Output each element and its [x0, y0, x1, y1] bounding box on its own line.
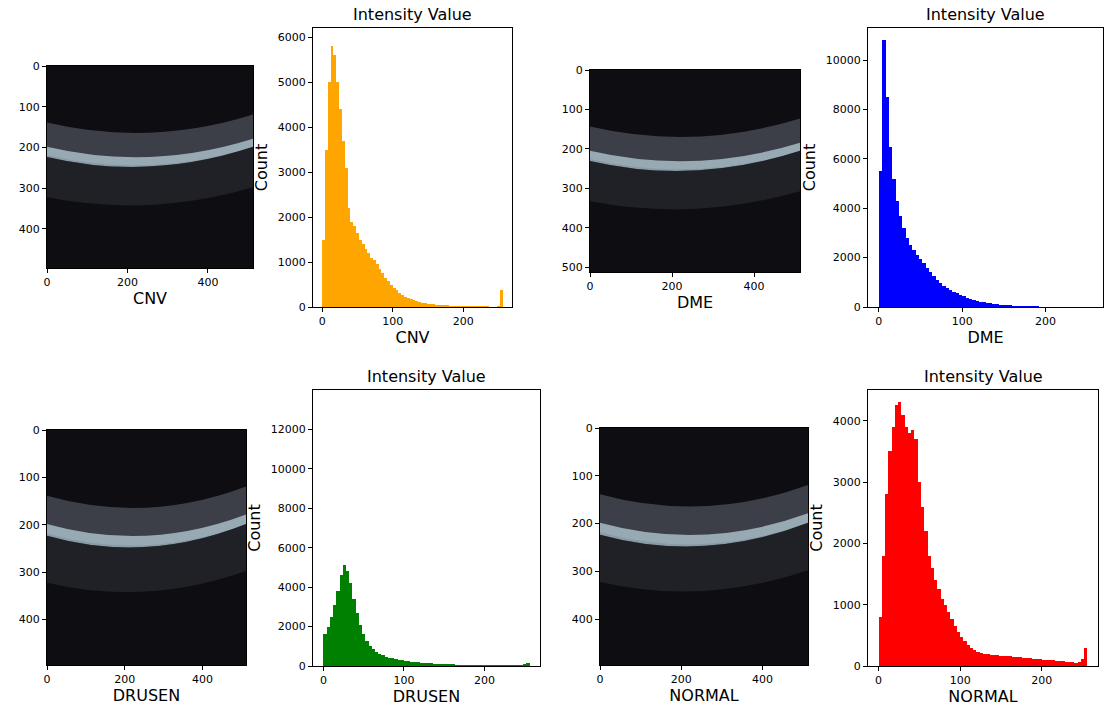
svg-text:200: 200	[1035, 315, 1056, 328]
svg-text:4000: 4000	[833, 415, 861, 428]
svg-text:200: 200	[1031, 674, 1052, 687]
svg-text:Count: Count	[245, 504, 264, 552]
svg-text:300: 300	[19, 182, 40, 195]
svg-text:12000: 12000	[271, 423, 306, 436]
svg-text:Count: Count	[807, 504, 826, 552]
svg-text:200: 200	[562, 143, 583, 156]
svg-text:DME: DME	[967, 328, 1003, 347]
svg-text:2000: 2000	[278, 620, 306, 633]
svg-text:1000: 1000	[833, 599, 861, 612]
svg-text:400: 400	[192, 673, 213, 686]
svg-text:2000: 2000	[833, 251, 861, 264]
svg-text:4000: 4000	[278, 581, 306, 594]
svg-text:300: 300	[572, 565, 593, 578]
svg-text:0: 0	[44, 673, 51, 686]
svg-text:200: 200	[572, 517, 593, 530]
svg-text:200: 200	[453, 315, 474, 328]
svg-text:NORMAL: NORMAL	[669, 686, 738, 705]
svg-text:0: 0	[319, 315, 326, 328]
svg-text:Intensity Value: Intensity Value	[924, 367, 1043, 386]
svg-text:CNV: CNV	[395, 328, 429, 347]
svg-text:10000: 10000	[271, 463, 306, 476]
svg-text:3000: 3000	[278, 166, 306, 179]
svg-text:100: 100	[572, 470, 593, 483]
svg-text:200: 200	[662, 280, 683, 293]
svg-text:8000: 8000	[833, 103, 861, 116]
svg-text:200: 200	[19, 519, 40, 532]
svg-text:0: 0	[299, 301, 306, 314]
svg-text:10000: 10000	[826, 54, 861, 67]
svg-text:100: 100	[19, 101, 40, 114]
svg-text:400: 400	[19, 613, 40, 626]
svg-text:100: 100	[950, 674, 971, 687]
svg-text:2000: 2000	[278, 211, 306, 224]
svg-text:8000: 8000	[278, 502, 306, 515]
svg-text:0: 0	[576, 64, 583, 77]
svg-text:200: 200	[117, 276, 138, 289]
svg-text:DRUSEN: DRUSEN	[393, 687, 460, 706]
svg-text:Count: Count	[800, 144, 819, 192]
svg-text:200: 200	[671, 673, 692, 686]
svg-text:400: 400	[752, 673, 773, 686]
svg-text:5000: 5000	[278, 76, 306, 89]
svg-text:0: 0	[854, 660, 861, 673]
svg-text:0: 0	[875, 315, 882, 328]
svg-text:400: 400	[197, 276, 218, 289]
svg-text:DME: DME	[677, 293, 713, 312]
svg-text:3000: 3000	[833, 476, 861, 489]
svg-text:100: 100	[382, 315, 403, 328]
svg-text:CNV: CNV	[133, 289, 167, 308]
svg-text:6000: 6000	[278, 31, 306, 44]
svg-text:100: 100	[393, 674, 414, 687]
svg-text:0: 0	[299, 660, 306, 673]
svg-text:500: 500	[562, 261, 583, 274]
svg-text:200: 200	[474, 674, 495, 687]
svg-text:0: 0	[875, 674, 882, 687]
svg-text:1000: 1000	[278, 256, 306, 269]
svg-text:0: 0	[854, 301, 861, 314]
svg-text:400: 400	[572, 613, 593, 626]
svg-text:100: 100	[19, 471, 40, 484]
svg-text:200: 200	[114, 673, 135, 686]
svg-text:Intensity Value: Intensity Value	[367, 367, 486, 386]
svg-text:4000: 4000	[833, 202, 861, 215]
svg-text:300: 300	[19, 566, 40, 579]
svg-text:400: 400	[562, 222, 583, 235]
svg-text:Intensity Value: Intensity Value	[926, 5, 1045, 24]
svg-text:100: 100	[562, 103, 583, 116]
svg-text:Count: Count	[252, 144, 271, 192]
svg-text:200: 200	[19, 141, 40, 154]
svg-text:NORMAL: NORMAL	[948, 687, 1017, 706]
svg-text:6000: 6000	[278, 542, 306, 555]
svg-text:0: 0	[587, 280, 594, 293]
svg-text:0: 0	[44, 276, 51, 289]
svg-text:0: 0	[320, 674, 327, 687]
svg-text:300: 300	[562, 182, 583, 195]
svg-text:4000: 4000	[278, 121, 306, 134]
svg-text:DRUSEN: DRUSEN	[113, 686, 180, 705]
svg-text:100: 100	[952, 315, 973, 328]
svg-text:0: 0	[586, 422, 593, 435]
svg-text:Intensity Value: Intensity Value	[353, 5, 472, 24]
svg-text:400: 400	[744, 280, 765, 293]
svg-text:0: 0	[33, 60, 40, 73]
svg-text:2000: 2000	[833, 537, 861, 550]
svg-text:6000: 6000	[833, 153, 861, 166]
svg-text:0: 0	[597, 673, 604, 686]
svg-text:400: 400	[19, 223, 40, 236]
svg-text:0: 0	[33, 424, 40, 437]
